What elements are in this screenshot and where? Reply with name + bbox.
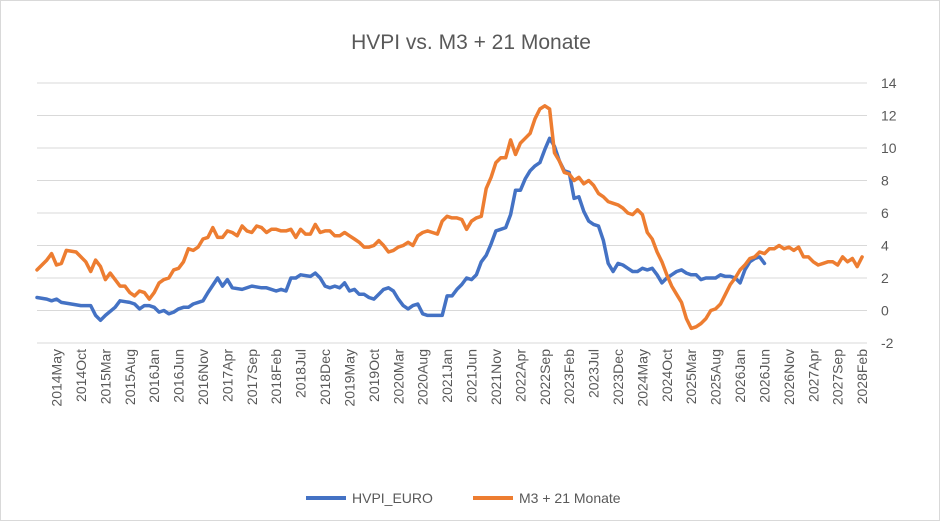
x-tick-label: 2023Dec — [610, 349, 626, 405]
x-tick-label: 2015Aug — [122, 349, 138, 405]
x-tick-label: 2014May — [49, 349, 65, 407]
x-tick-label: 2016Jan — [146, 349, 162, 403]
x-tick-label: 2023Jul — [586, 349, 602, 398]
x-tick-label: 2021Jan — [439, 349, 455, 403]
x-tick-label: 2024May — [634, 349, 650, 407]
x-tick-label: 2017Apr — [219, 349, 235, 402]
x-axis-tick-labels: 2014May 2014Oct 2015Mar 2015Aug 2016Jan 2016J… — [49, 349, 871, 407]
legend-label-hvpi: HVPI_EURO — [352, 490, 433, 506]
x-tick-label: 2022Sep — [537, 349, 553, 405]
series-line-hvpi-euro — [35, 136, 767, 323]
x-tick-label: 2018Jul — [293, 349, 309, 398]
x-tick-label: 2023Feb — [561, 349, 577, 404]
x-tick-label: 2027Apr — [805, 349, 821, 402]
x-tick-label: 2026Jan — [732, 349, 748, 403]
x-tick-label: 2016Jun — [171, 349, 187, 403]
x-tick-label: 2027Sep — [830, 349, 846, 405]
x-tick-label: 2019May — [341, 349, 357, 407]
legend: HVPI_EURO M3 + 21 Monate — [306, 490, 621, 506]
x-tick-label: 2018Feb — [268, 349, 284, 404]
series-lines — [35, 104, 864, 331]
y-tick-label: 4 — [881, 238, 889, 254]
y-tick-label: 0 — [881, 303, 889, 319]
x-tick-label: 2028Feb — [854, 349, 870, 404]
y-tick-label: 6 — [881, 205, 889, 221]
x-tick-label: 2018Dec — [317, 349, 333, 405]
x-tick-label: 2015Mar — [97, 349, 113, 405]
x-tick-label: 2020Mar — [390, 349, 406, 405]
y-tick-label: 10 — [881, 140, 897, 156]
legend-label-m3: M3 + 21 Monate — [519, 490, 621, 506]
gridlines — [37, 82, 867, 344]
y-tick-label: 14 — [881, 75, 897, 91]
x-tick-label: 2025Aug — [708, 349, 724, 405]
y-tick-label: 8 — [881, 173, 889, 189]
y-tick-label: -2 — [881, 335, 894, 351]
x-tick-label: 2021Jun — [464, 349, 480, 403]
x-tick-label: 2014Oct — [73, 349, 89, 402]
x-tick-label: 2025Mar — [683, 349, 699, 405]
x-tick-label: 2026Nov — [781, 349, 797, 405]
x-tick-label: 2017Sep — [244, 349, 260, 405]
x-tick-label: 2016Nov — [195, 349, 211, 405]
chart-title: HVPI vs. M3 + 21 Monate — [351, 31, 591, 54]
y-axis-tick-labels: -2 0 2 4 6 8 10 12 14 — [881, 75, 897, 351]
y-tick-label: 12 — [881, 108, 897, 124]
series-line-m3-plus-21 — [35, 104, 864, 331]
x-tick-label: 2020Aug — [415, 349, 431, 405]
x-tick-label: 2022Apr — [512, 349, 528, 402]
x-tick-label: 2021Nov — [488, 349, 504, 405]
x-tick-label: 2019Oct — [366, 349, 382, 402]
x-tick-label: 2024Oct — [659, 349, 675, 402]
y-tick-label: 2 — [881, 270, 889, 286]
x-tick-label: 2026Jun — [756, 349, 772, 403]
